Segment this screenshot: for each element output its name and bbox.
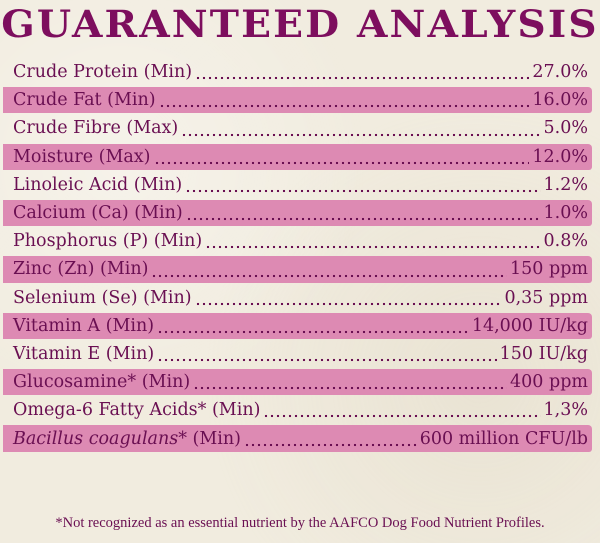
dot-leader <box>158 92 530 109</box>
nutrient-value: 1,3% <box>543 400 588 421</box>
nutrient-value: 400 ppm <box>510 372 588 393</box>
dot-leader <box>195 64 530 81</box>
dot-leader <box>244 430 417 447</box>
nutrient-label: Omega-6 Fatty Acids* (Min) <box>13 400 261 421</box>
dot-leader <box>157 346 497 363</box>
nutrient-label: Vitamin E (Min) <box>13 343 155 364</box>
analysis-row: Selenium (Se) (Min) 0,35 ppm <box>0 284 600 312</box>
nutrient-label-suffix: (Min) <box>186 428 241 449</box>
analysis-row: Vitamin A (Min) 14,000 IU/kg <box>0 312 600 340</box>
footnote: *Not recognized as an essential nutrient… <box>55 515 545 531</box>
analysis-row: Linoleic Acid (Min) 1.2% <box>0 171 600 199</box>
dot-leader <box>193 374 508 391</box>
dot-leader <box>194 289 502 306</box>
dot-leader <box>185 205 541 222</box>
nutrient-label: Linoleic Acid (Min) <box>13 174 183 195</box>
dot-leader <box>157 317 469 334</box>
analysis-table: Crude Protein (Min) 27.0% Crude Fat (Min… <box>0 58 600 453</box>
nutrient-label: Phosphorus (P) (Min) <box>13 231 203 252</box>
nutrient-value: 0.8% <box>543 231 588 252</box>
dot-leader <box>263 402 541 419</box>
analysis-row: Moisture (Max) 12.0% <box>0 143 600 171</box>
nutrient-label: Selenium (Se) (Min) <box>13 287 192 308</box>
dot-leader <box>181 120 541 137</box>
nutrient-label: Bacillus coagulans* (Min) <box>13 429 241 449</box>
page-title: GUARANTEED ANALYSIS <box>1 2 599 46</box>
nutrient-value: 1.2% <box>543 174 588 195</box>
nutrient-label: Glucosamine* (Min) <box>13 372 191 393</box>
nutrient-value: 0,35 ppm <box>504 287 588 308</box>
nutrient-value: 12.0% <box>532 146 588 167</box>
analysis-row: Omega-6 Fatty Acids* (Min) 1,3% <box>0 396 600 424</box>
nutrient-value: 14,000 IU/kg <box>471 315 588 336</box>
nutrient-label: Zinc (Zn) (Min) <box>13 259 149 280</box>
nutrient-label-italic: Bacillus coagulans* <box>13 428 187 449</box>
dot-leader <box>185 176 541 193</box>
nutrient-label: Calcium (Ca) (Min) <box>13 203 183 224</box>
analysis-row: Phosphorus (P) (Min) 0.8% <box>0 227 600 255</box>
analysis-row: Vitamin E (Min) 150 IU/kg <box>0 340 600 368</box>
dot-leader <box>151 261 508 278</box>
nutrient-value: 1.0% <box>543 203 588 224</box>
analysis-row: Bacillus coagulans* (Min) 600 million CF… <box>0 424 600 452</box>
nutrient-label: Vitamin A (Min) <box>13 315 155 336</box>
dot-leader <box>205 233 541 250</box>
nutrient-value: 16.0% <box>532 90 588 111</box>
analysis-row: Crude Fat (Min) 16.0% <box>0 86 600 114</box>
nutrient-value: 27.0% <box>532 62 588 83</box>
nutrient-value: 5.0% <box>543 118 588 139</box>
analysis-row: Zinc (Zn) (Min) 150 ppm <box>0 255 600 283</box>
nutrient-label: Crude Protein (Min) <box>13 62 193 83</box>
nutrient-value: 150 ppm <box>510 259 588 280</box>
dot-leader <box>153 148 530 165</box>
nutrient-label: Crude Fat (Min) <box>13 90 156 111</box>
analysis-row: Crude Protein (Min) 27.0% <box>0 58 600 86</box>
nutrient-label: Moisture (Max) <box>13 146 151 167</box>
analysis-row: Calcium (Ca) (Min) 1.0% <box>0 199 600 227</box>
analysis-row: Crude Fibre (Max) 5.0% <box>0 114 600 142</box>
nutrient-value: 600 million CFU/lb <box>419 428 588 449</box>
nutrient-value: 150 IU/kg <box>499 343 588 364</box>
nutrient-label: Crude Fibre (Max) <box>13 118 179 139</box>
analysis-row: Glucosamine* (Min) 400 ppm <box>0 368 600 396</box>
